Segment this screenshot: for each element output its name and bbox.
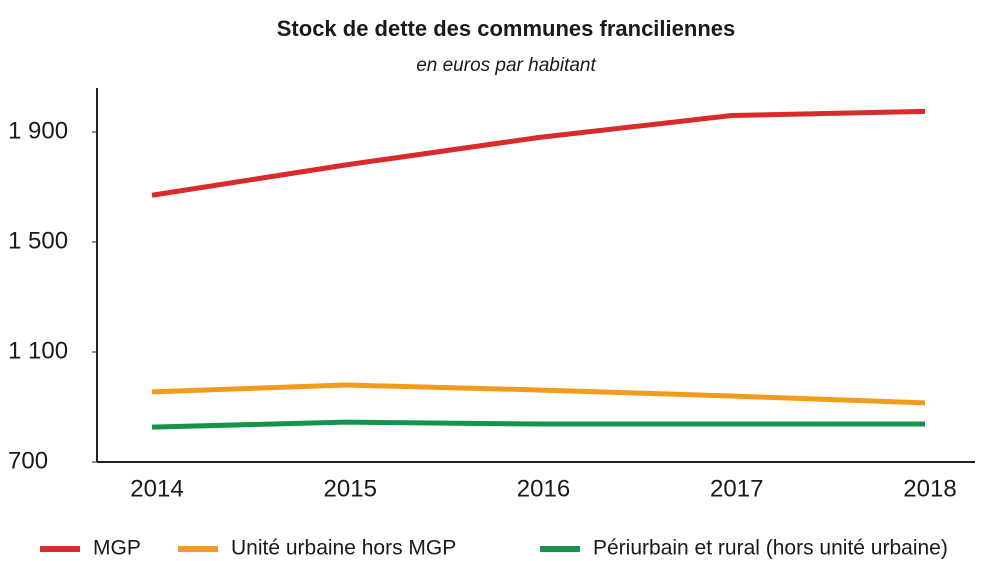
series-line	[151, 382, 926, 406]
x-tick-label: 2017	[710, 475, 763, 502]
x-tick-label: 2016	[517, 475, 570, 502]
chart-subtitle: en euros par habitant	[416, 55, 596, 76]
y-tick-label: 1 900	[8, 117, 68, 144]
y-tick-label: 1 100	[8, 337, 68, 364]
chart-title: Stock de dette des communes francilienne…	[277, 16, 735, 41]
x-tick-label: 2018	[903, 475, 956, 502]
y-tick-label: 700	[8, 447, 48, 474]
legend-label: MGP	[93, 537, 141, 560]
legend-label: Périurbain et rural (hors unité urbaine)	[593, 537, 948, 560]
x-tick-label: 2014	[130, 475, 183, 502]
series-line	[151, 108, 926, 198]
legend-label: Unité urbaine hors MGP	[231, 537, 456, 560]
y-tick-label: 1 500	[8, 227, 68, 254]
x-tick-label: 2015	[324, 475, 377, 502]
series-line	[151, 419, 925, 430]
